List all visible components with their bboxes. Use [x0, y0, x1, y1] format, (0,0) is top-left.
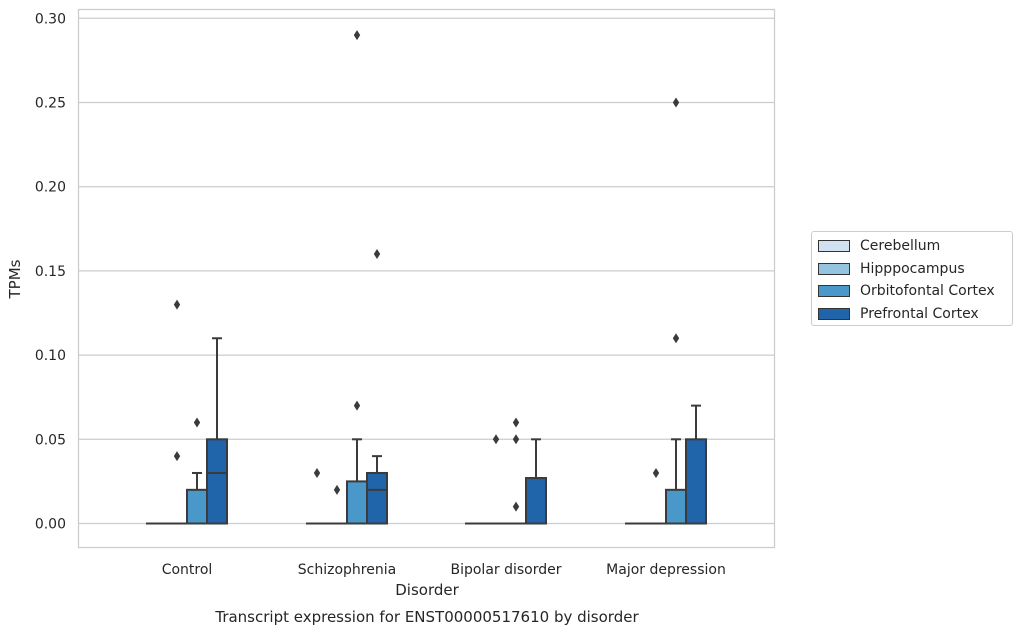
legend: Cerebellum Hipppocampus Orbitofontal Corte…: [811, 231, 1013, 326]
legend-item: Cerebellum: [818, 235, 1012, 258]
x-tick-label: Schizophrenia: [298, 562, 396, 578]
legend-label: Cerebellum: [860, 238, 941, 255]
box-orbitofontal-cortex: [505, 417, 527, 525]
box-body: [366, 471, 388, 525]
legend-swatch: [818, 285, 850, 298]
outlier-point: [672, 333, 680, 344]
y-tick-label: 0.30: [35, 11, 66, 27]
y-tick-label: 0.10: [35, 348, 66, 364]
box-orbitofontal-cortex: [186, 417, 208, 525]
legend-item: Prefrontal Cortex: [818, 303, 1012, 326]
box-orbitofontal-cortex: [665, 97, 687, 525]
outlier-point: [173, 451, 181, 462]
x-tick-label: Major depression: [606, 562, 726, 578]
box-hipppocampus: [326, 484, 348, 525]
y-tick-label: 0.05: [35, 432, 66, 448]
box-orbitofontal-cortex: [346, 30, 368, 525]
outlier-point: [512, 501, 520, 512]
outlier-point: [353, 400, 361, 411]
outlier-point: [512, 417, 520, 428]
box-hipppocampus: [645, 467, 667, 525]
outlier-point: [512, 434, 520, 445]
outlier-point: [313, 467, 321, 478]
chart-caption: Transcript expression for ENST0000051761…: [214, 608, 639, 626]
legend-label: Orbitofontal Cortex: [860, 283, 995, 300]
box-prefrontal-cortex: [206, 337, 228, 525]
box-body: [665, 488, 687, 525]
box-prefrontal-cortex: [685, 404, 707, 525]
box-body: [525, 477, 547, 525]
box-prefrontal-cortex: [366, 249, 388, 525]
x-tick-labels: Control Schizophrenia Bipolar disorder Majo…: [162, 562, 726, 578]
box-body: [206, 438, 228, 525]
legend-swatch: [818, 262, 850, 275]
outlier-point: [492, 434, 500, 445]
y-tick-label: 0.20: [35, 180, 66, 196]
legend-swatch: [818, 240, 850, 253]
legend-label: Hipppocampus: [860, 260, 965, 277]
box-body: [685, 438, 707, 525]
outlier-point: [373, 249, 381, 260]
x-tick-label: Bipolar disorder: [450, 562, 561, 578]
legend-item: Orbitofontal Cortex: [818, 280, 1012, 303]
legend-label: Prefrontal Cortex: [860, 305, 979, 322]
outlier-point: [672, 97, 680, 108]
box-hipppocampus: [485, 434, 507, 525]
outlier-point: [193, 417, 201, 428]
y-tick-label: 0.25: [35, 96, 66, 112]
box-cerebellum: [306, 467, 328, 525]
plot-area-frame: [77, 8, 776, 549]
y-tick-labels: 0.00 0.05 0.10 0.15 0.20 0.25 0.30: [35, 11, 66, 532]
boxes: [146, 30, 707, 525]
y-tick-label: 0.00: [35, 517, 66, 533]
box-body: [346, 480, 368, 525]
box-hipppocampus: [166, 299, 188, 525]
gridlines: [78, 17, 774, 525]
y-axis-label: TPMs: [6, 259, 24, 299]
box-body: [186, 488, 208, 525]
legend-item: Hipppocampus: [818, 258, 1012, 281]
legend-swatch: [818, 307, 850, 320]
outlier-point: [353, 30, 361, 41]
outlier-point: [173, 299, 181, 310]
y-tick-label: 0.15: [35, 264, 66, 280]
x-tick-label: Control: [162, 562, 213, 578]
x-axis-label: Disorder: [395, 581, 459, 599]
box-prefrontal-cortex: [525, 438, 547, 525]
outlier-point: [652, 467, 660, 478]
outlier-point: [333, 484, 341, 495]
